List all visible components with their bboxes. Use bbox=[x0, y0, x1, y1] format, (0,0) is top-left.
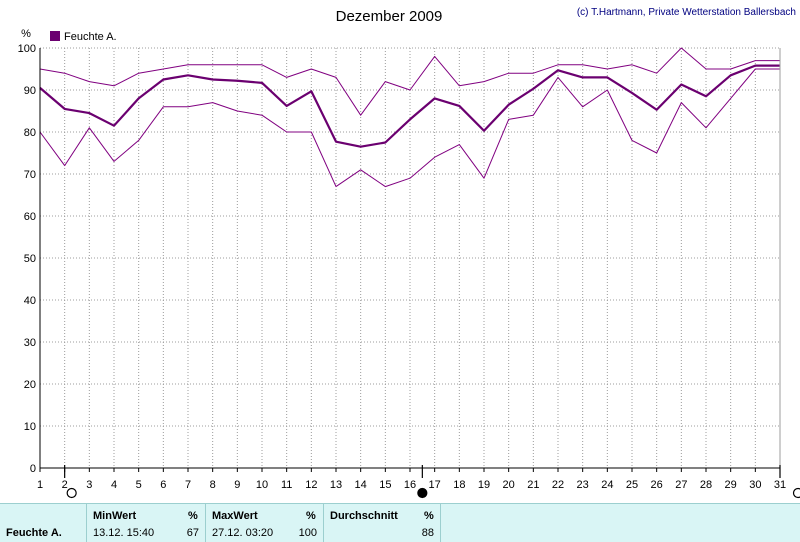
min-header: MinWert bbox=[93, 510, 136, 522]
x-tick-label: 10 bbox=[256, 479, 268, 491]
stats-avg-col: Durchschnitt % 88 bbox=[324, 504, 441, 542]
x-tick-label: 22 bbox=[552, 479, 564, 491]
y-tick-label: 60 bbox=[24, 211, 36, 223]
min-unit: % bbox=[188, 510, 198, 522]
x-tick-label: 24 bbox=[601, 479, 613, 491]
legend-label: Feuchte A. bbox=[64, 31, 117, 43]
x-tick-label: 16 bbox=[404, 479, 416, 491]
x-tick-label: 29 bbox=[725, 479, 737, 491]
x-tick-label: 26 bbox=[651, 479, 663, 491]
x-tick-label: 21 bbox=[527, 479, 539, 491]
x-tick-label: 31 bbox=[774, 479, 786, 491]
y-tick-label: 100 bbox=[18, 43, 36, 55]
x-tick-label: 25 bbox=[626, 479, 638, 491]
new-moon-icon bbox=[794, 489, 800, 498]
max-datetime: 27.12. 03:20 bbox=[212, 527, 273, 539]
min-datetime: 13.12. 15:40 bbox=[93, 527, 154, 539]
x-tick-label: 20 bbox=[503, 479, 515, 491]
max-value: 100 bbox=[299, 527, 317, 539]
x-tick-label: 7 bbox=[185, 479, 191, 491]
chart: Dezember 2009 (c) T.Hartmann, Private We… bbox=[0, 0, 800, 503]
y-tick-label: 80 bbox=[24, 127, 36, 139]
max-header: MaxWert bbox=[212, 510, 258, 522]
x-tick-label: 4 bbox=[111, 479, 117, 491]
avg-unit: % bbox=[424, 510, 434, 522]
x-tick-label: 28 bbox=[700, 479, 712, 491]
x-tick-label: 15 bbox=[379, 479, 391, 491]
stats-series-label: Feuchte A. bbox=[6, 527, 62, 539]
avg-header: Durchschnitt bbox=[330, 510, 398, 522]
y-axis-unit: % bbox=[21, 28, 31, 40]
max-unit: % bbox=[306, 510, 316, 522]
x-tick-label: 18 bbox=[453, 479, 465, 491]
min-value: 67 bbox=[187, 527, 199, 539]
x-tick-label: 6 bbox=[160, 479, 166, 491]
x-tick-label: 5 bbox=[136, 479, 142, 491]
legend-swatch bbox=[50, 31, 60, 41]
x-tick-label: 11 bbox=[281, 479, 292, 491]
x-tick-label: 13 bbox=[330, 479, 342, 491]
full-moon-icon bbox=[418, 489, 427, 498]
y-tick-label: 20 bbox=[24, 379, 36, 391]
x-tick-label: 8 bbox=[210, 479, 216, 491]
chart-title: Dezember 2009 bbox=[336, 8, 443, 25]
avg-value: 88 bbox=[422, 527, 434, 539]
stats-panel: Feuchte A. MinWert % 13.12. 15:40 67 Max… bbox=[0, 503, 800, 542]
x-tick-label: 30 bbox=[749, 479, 761, 491]
grid bbox=[40, 48, 780, 468]
y-tick-label: 40 bbox=[24, 295, 36, 307]
y-tick-label: 0 bbox=[30, 463, 36, 475]
y-tick-label: 30 bbox=[24, 337, 36, 349]
series-line-mean bbox=[40, 66, 780, 147]
x-tick-label: 9 bbox=[234, 479, 240, 491]
x-tick-label: 17 bbox=[429, 479, 441, 491]
new-moon-icon bbox=[67, 489, 76, 498]
x-tick-label: 14 bbox=[355, 479, 367, 491]
y-tick-label: 70 bbox=[24, 169, 36, 181]
x-tick-label: 27 bbox=[675, 479, 687, 491]
x-tick-label: 12 bbox=[305, 479, 317, 491]
x-tick-label: 2 bbox=[62, 479, 68, 491]
stats-max-col: MaxWert % 27.12. 03:20 100 bbox=[206, 504, 324, 542]
y-tick-label: 50 bbox=[24, 253, 36, 265]
x-tick-label: 3 bbox=[86, 479, 92, 491]
y-tick-label: 90 bbox=[24, 85, 36, 97]
x-tick-label: 23 bbox=[577, 479, 589, 491]
y-tick-label: 10 bbox=[24, 421, 36, 433]
stats-series-col: Feuchte A. bbox=[0, 504, 87, 542]
x-tick-label: 19 bbox=[478, 479, 490, 491]
stats-min-col: MinWert % 13.12. 15:40 67 bbox=[87, 504, 206, 542]
credit-text: (c) T.Hartmann, Private Wetterstation Ba… bbox=[577, 7, 796, 18]
x-tick-label: 1 bbox=[37, 479, 43, 491]
